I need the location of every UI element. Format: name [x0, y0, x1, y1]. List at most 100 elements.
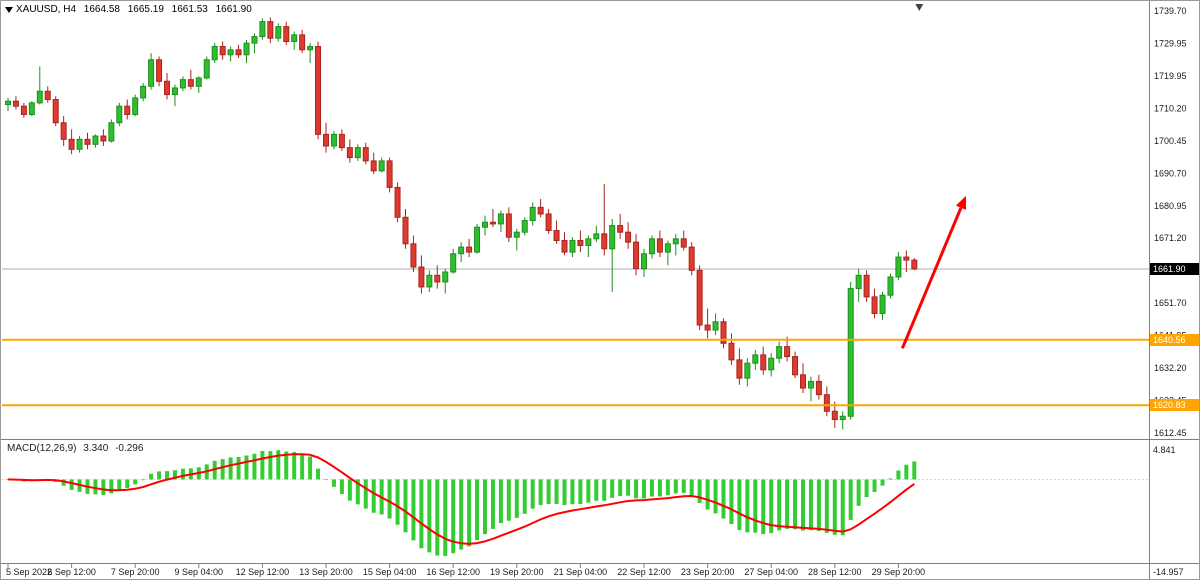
macd-histogram-bar [459, 479, 464, 550]
bear-candle [792, 356, 799, 376]
bear-candle [283, 26, 290, 43]
hline-price-tag-0[interactable]: 1640.56 [1150, 334, 1199, 346]
bear-candle [338, 133, 345, 149]
macd-histogram-bar [443, 479, 448, 556]
bear-candle [903, 256, 910, 261]
macd-histogram-bar [498, 479, 503, 524]
bear-candle [410, 243, 417, 268]
oneclick-trading-icon[interactable] [5, 7, 13, 13]
bull-candle [243, 42, 250, 56]
bull-candle [839, 415, 846, 421]
bear-candle [760, 354, 767, 371]
trend-arrow[interactable] [900, 207, 963, 349]
macd-histogram-bar [284, 451, 289, 480]
bull-candle [179, 79, 186, 89]
macd-histogram-bar [435, 479, 440, 556]
bear-candle [505, 213, 512, 238]
time-label: 22 Sep 12:00 [617, 567, 671, 577]
bull-candle [641, 253, 647, 270]
bear-candle [736, 359, 743, 379]
bull-candle [259, 21, 266, 38]
bear-candle [362, 147, 369, 162]
bull-candle [847, 288, 854, 417]
macd-histogram-bar [427, 479, 432, 553]
chart-info-line: XAUUSD, H4 1664.58 1665.19 1661.53 1661.… [16, 4, 257, 15]
macd-histogram-bar [125, 479, 130, 488]
bear-candle [164, 80, 170, 96]
bull-candle [513, 231, 520, 238]
time-label: 12 Sep 12:00 [236, 567, 290, 577]
macd-histogram-bar [832, 479, 837, 535]
price-tick-label: 1612.45 [1154, 428, 1187, 438]
bull-candle [752, 354, 759, 364]
bear-candle [68, 138, 75, 150]
bull-candle [855, 274, 862, 290]
price-tick-label: 1710.20 [1154, 103, 1187, 113]
macd-histogram-bar [570, 479, 575, 505]
macd-histogram-bar [157, 471, 162, 480]
bull-candle [171, 87, 178, 96]
macd-histogram-bar [371, 479, 376, 513]
bear-candle [577, 239, 584, 246]
macd-histogram-bar [681, 479, 686, 493]
bull-candle [521, 220, 528, 233]
bull-candle [132, 97, 139, 115]
macd-histogram-bar [888, 478, 893, 480]
macd-histogram-bar [403, 479, 408, 533]
bear-candle [434, 274, 441, 283]
macd-histogram-bar [602, 479, 607, 501]
macd-histogram-bar [117, 479, 122, 490]
bear-candle [728, 342, 735, 361]
bear-candle [346, 147, 353, 159]
macd-histogram-bar [268, 451, 273, 480]
macd-histogram-bar [721, 479, 726, 519]
macd-axis-max: 4.841 [1153, 445, 1176, 455]
bull-candle [458, 246, 465, 255]
bull-candle [36, 90, 43, 104]
bear-candle [12, 100, 19, 107]
macd-histogram-bar [769, 479, 774, 534]
time-label: 28 Sep 12:00 [808, 567, 862, 577]
trend-arrow-head[interactable] [955, 195, 967, 210]
time-label: 5 Sep 2022 [6, 567, 52, 577]
chart-shift-marker-icon [915, 4, 924, 11]
macd-histogram-bar [172, 470, 177, 480]
macd-histogram-bar [753, 479, 758, 533]
hline-price-tag-1[interactable]: 1620.83 [1150, 399, 1199, 411]
bull-candle [251, 36, 258, 44]
high-value: 1665.19 [127, 4, 164, 15]
price-tick-label: 1632.20 [1154, 363, 1187, 373]
bear-candle [100, 135, 107, 142]
time-label: 21 Sep 04:00 [554, 567, 608, 577]
bear-candle [156, 59, 163, 82]
macd-histogram-bar [355, 479, 360, 505]
bear-candle [187, 79, 194, 87]
bear-candle [601, 233, 608, 250]
price-tick-label: 1671.20 [1154, 233, 1187, 243]
macd-histogram-bar [657, 479, 662, 497]
macd-histogram-bar [793, 479, 798, 530]
macd-histogram-bar [180, 468, 185, 480]
bear-candle [402, 216, 409, 245]
symbol-timeframe-label: XAUUSD, H4 [16, 4, 77, 15]
price-tick-label: 1651.70 [1154, 298, 1187, 308]
bull-candle [140, 85, 147, 99]
bull-candle [482, 221, 488, 228]
bull-candle [744, 362, 751, 379]
macd-histogram-bar [387, 479, 392, 519]
bull-candle [497, 213, 504, 225]
macd-histogram-bar [737, 479, 742, 531]
bull-candle [609, 225, 616, 250]
bull-candle [768, 357, 775, 371]
macd-histogram-bar [101, 479, 106, 496]
bear-candle [680, 238, 687, 248]
macd-histogram-bar [149, 473, 154, 480]
macd-histogram-bar [785, 479, 790, 529]
macd-indicator-label: MACD(12,26,9) 3.340 -0.296 [7, 443, 147, 454]
bull-candle [474, 226, 481, 253]
bear-candle [871, 296, 878, 314]
macd-histogram-bar [546, 479, 551, 504]
bull-candle [227, 49, 234, 56]
macd-histogram-bar [896, 470, 901, 480]
